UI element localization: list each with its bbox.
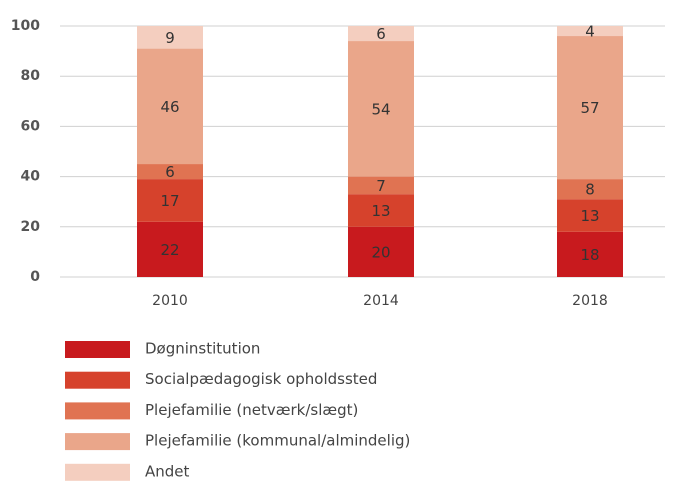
bar-segment xyxy=(348,26,414,42)
bar-segment xyxy=(137,48,203,165)
data-label: 22 xyxy=(160,241,179,259)
y-tick-label: 0 xyxy=(30,269,40,285)
legend-label: Socialpædagogisk opholdssted xyxy=(145,370,377,388)
data-label: 6 xyxy=(376,25,386,43)
bar-segment xyxy=(137,221,203,277)
y-tick-label: 60 xyxy=(21,118,41,134)
bar-segment xyxy=(557,26,623,37)
legend-swatch xyxy=(65,463,130,481)
data-label: 54 xyxy=(371,100,390,118)
data-label: 46 xyxy=(160,98,179,116)
bar-segment xyxy=(557,231,623,277)
bar-segment xyxy=(557,199,623,232)
data-label: 6 xyxy=(165,163,175,181)
data-label: 13 xyxy=(580,207,599,225)
x-tick-label: 2010 xyxy=(152,293,188,309)
legend-swatch xyxy=(65,433,130,451)
data-label: 4 xyxy=(585,23,595,41)
legend-label: Andet xyxy=(145,462,190,480)
y-tick-label: 20 xyxy=(21,219,41,235)
data-label: 8 xyxy=(585,181,595,199)
bar-segment xyxy=(137,179,203,222)
data-label: 17 xyxy=(160,192,179,210)
data-label: 13 xyxy=(371,202,390,220)
bar-segment xyxy=(348,194,414,227)
x-tick-label: 2014 xyxy=(363,293,399,309)
bar-segment xyxy=(348,226,414,277)
data-label: 7 xyxy=(376,177,386,195)
bar-segment xyxy=(348,41,414,177)
y-tick-label: 80 xyxy=(21,68,41,84)
data-label: 57 xyxy=(580,99,599,117)
legend-swatch xyxy=(65,402,130,420)
legend-label: Plejefamilie (kommunal/almindelig) xyxy=(145,432,410,450)
y-tick-label: 40 xyxy=(21,169,41,185)
data-label: 18 xyxy=(580,246,599,264)
bar-segment xyxy=(348,176,414,195)
bar-segment xyxy=(557,36,623,180)
bar-segment xyxy=(137,164,203,180)
legend-swatch xyxy=(65,341,130,358)
data-label: 20 xyxy=(371,243,390,261)
data-label: 9 xyxy=(165,29,175,47)
legend-label: Døgninstitution xyxy=(145,340,260,358)
bar-segment xyxy=(137,26,203,49)
legend-swatch xyxy=(65,371,130,389)
legend-label: Plejefamilie (netværk/slægt) xyxy=(145,401,358,419)
x-tick-label: 2018 xyxy=(572,293,608,309)
y-tick-label: 100 xyxy=(11,18,40,34)
bar-segment xyxy=(557,179,623,200)
